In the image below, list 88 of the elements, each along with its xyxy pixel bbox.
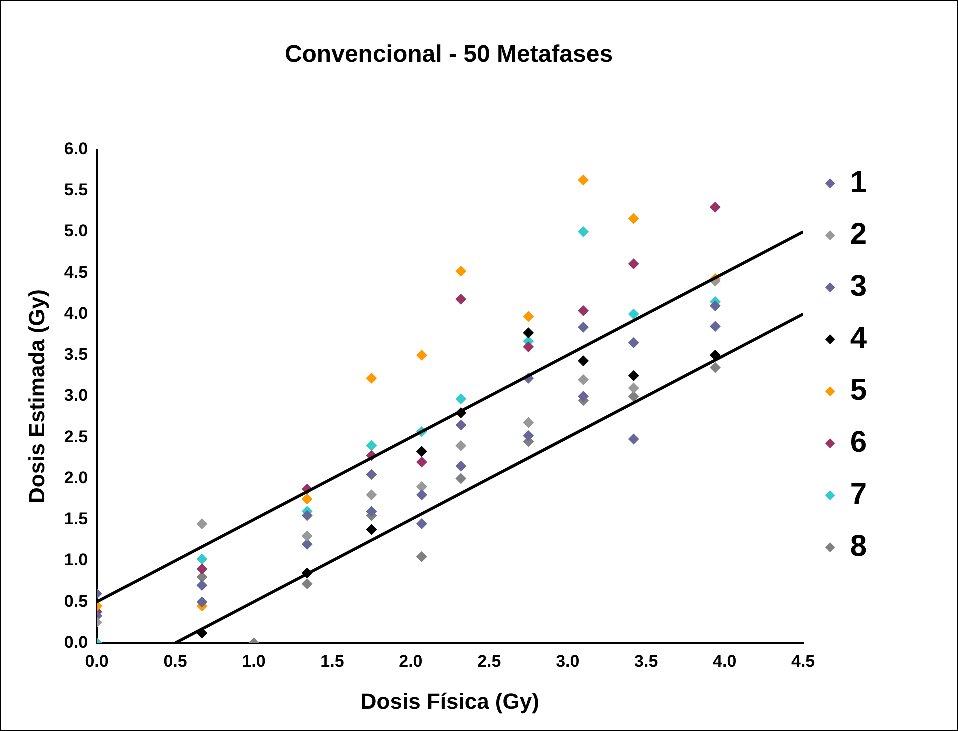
point bbox=[416, 551, 428, 562]
point bbox=[523, 430, 534, 442]
point bbox=[628, 338, 640, 349]
x-tick-label: 3.0 bbox=[556, 652, 580, 672]
point bbox=[523, 342, 534, 353]
point bbox=[710, 300, 721, 312]
point bbox=[366, 372, 378, 384]
legend-label: 1 bbox=[850, 166, 868, 199]
point bbox=[578, 356, 590, 367]
legend-label: 3 bbox=[850, 270, 868, 303]
x-tick-label: 4.0 bbox=[713, 652, 737, 672]
point bbox=[523, 328, 534, 339]
point bbox=[628, 370, 640, 382]
y-tick-label: 6.0 bbox=[64, 139, 88, 158]
x-tick-label: 1.5 bbox=[320, 652, 344, 672]
point bbox=[416, 490, 428, 501]
point bbox=[523, 417, 534, 428]
point bbox=[456, 460, 467, 472]
y-tick-label: 0.5 bbox=[64, 592, 88, 611]
point bbox=[628, 382, 640, 394]
point bbox=[710, 202, 721, 213]
point bbox=[366, 524, 378, 536]
point bbox=[710, 362, 721, 374]
x-tick-label: 0.0 bbox=[85, 652, 109, 672]
point bbox=[628, 258, 640, 270]
point bbox=[456, 266, 467, 278]
point bbox=[302, 530, 313, 542]
y-tick-label: 2.5 bbox=[64, 427, 88, 446]
point bbox=[578, 305, 590, 316]
point bbox=[416, 518, 428, 530]
y-tick-label: 4.5 bbox=[64, 262, 88, 282]
point bbox=[302, 494, 313, 505]
point bbox=[196, 596, 208, 608]
y-axis-title: Dosis Estimada (Gy) bbox=[24, 290, 50, 504]
legend-label: 4 bbox=[850, 322, 868, 355]
y-tick-label: 3.0 bbox=[64, 386, 88, 406]
point bbox=[456, 393, 467, 404]
point bbox=[416, 350, 428, 361]
point bbox=[628, 434, 640, 445]
point bbox=[302, 539, 313, 550]
point bbox=[628, 308, 640, 320]
legend-label: 7 bbox=[850, 478, 868, 511]
y-tick-label: 4.0 bbox=[64, 304, 88, 323]
point bbox=[196, 580, 208, 592]
point bbox=[366, 469, 378, 480]
point bbox=[196, 554, 208, 565]
y-tick-label: 1.0 bbox=[64, 550, 88, 570]
y-tick-label: 0.0 bbox=[64, 632, 88, 652]
x-axis-title: Dosis Física (Gy) bbox=[360, 688, 540, 714]
x-tick-label: 4.5 bbox=[791, 652, 816, 672]
point bbox=[366, 490, 378, 501]
point bbox=[578, 374, 590, 386]
legend-label: 6 bbox=[850, 426, 868, 459]
y-tick-label: 2.0 bbox=[64, 468, 88, 488]
y-tick-label: 1.5 bbox=[64, 510, 88, 529]
point bbox=[456, 294, 467, 305]
chart-title: Convencional - 50 Metafases bbox=[284, 41, 614, 68]
point bbox=[302, 510, 313, 522]
point bbox=[196, 518, 208, 530]
point bbox=[578, 174, 590, 186]
x-tick-label: 3.5 bbox=[634, 652, 658, 672]
point bbox=[578, 322, 590, 333]
point bbox=[456, 440, 467, 452]
x-tick-label: 2.5 bbox=[478, 652, 502, 672]
y-tick-label: 5.5 bbox=[64, 180, 88, 200]
point bbox=[456, 473, 467, 484]
point bbox=[366, 506, 378, 518]
point bbox=[416, 446, 428, 458]
point bbox=[416, 481, 428, 492]
point bbox=[196, 564, 208, 575]
legend-label: 5 bbox=[850, 374, 868, 407]
point bbox=[628, 391, 640, 402]
y-tick-label: 3.5 bbox=[64, 345, 88, 364]
point bbox=[578, 226, 590, 238]
x-tick-label: 0.5 bbox=[164, 652, 188, 672]
point bbox=[302, 578, 313, 590]
point bbox=[523, 311, 534, 322]
y-tick-label: 5.0 bbox=[64, 222, 88, 241]
legend-label: 8 bbox=[850, 530, 868, 563]
point bbox=[578, 391, 590, 402]
x-tick-label: 1.0 bbox=[242, 652, 266, 672]
point bbox=[628, 213, 640, 224]
point bbox=[710, 321, 721, 332]
x-tick-label: 2.0 bbox=[399, 652, 423, 672]
point bbox=[416, 456, 428, 468]
point bbox=[366, 440, 378, 452]
point bbox=[456, 420, 467, 431]
legend-label: 2 bbox=[850, 218, 868, 251]
